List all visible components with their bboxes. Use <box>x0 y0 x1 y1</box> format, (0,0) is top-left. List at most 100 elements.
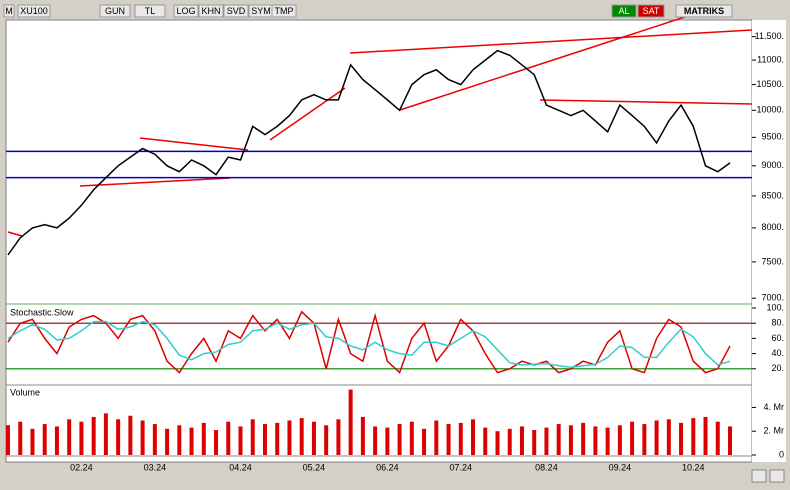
y-tick-label: 20. <box>771 363 784 373</box>
toolbar-label: MATRIKS <box>684 6 724 16</box>
y-tick-label: 100. <box>766 302 784 312</box>
volume-bar <box>630 421 635 455</box>
y-tick-label: 40. <box>771 348 784 358</box>
volume-bar <box>568 425 573 455</box>
toolbar-button[interactable] <box>198 4 224 18</box>
scroll-button[interactable] <box>751 469 767 483</box>
volume-bar <box>311 421 316 455</box>
panel-title: Stochastic.Slow <box>10 307 74 317</box>
y-tick-label: 10000. <box>756 105 784 115</box>
toolbar-label: SAT <box>643 6 660 16</box>
x-tick-label: 07.24 <box>450 462 473 472</box>
volume-bar <box>373 426 378 455</box>
price-line <box>7 320 731 369</box>
trendline <box>399 11 701 111</box>
toolbar-label: GUN <box>105 6 125 16</box>
toolbar-label: SVD <box>227 6 246 16</box>
volume-bar <box>519 426 524 455</box>
x-tick-label: 04.24 <box>229 462 252 472</box>
volume-bar <box>556 424 561 455</box>
volume-bar <box>42 424 47 455</box>
volume-bar <box>679 422 684 455</box>
volume-bar <box>691 418 696 455</box>
toolbar-button[interactable] <box>637 4 665 18</box>
trendlines <box>7 11 753 237</box>
volume-bar <box>605 427 610 455</box>
y-tick-label: 80. <box>771 318 784 328</box>
x-tick-label: 06.24 <box>376 462 399 472</box>
volume-bar <box>532 430 537 455</box>
trendline <box>79 177 231 187</box>
volume-bar <box>250 419 255 455</box>
x-tick-label: 09.24 <box>609 462 632 472</box>
volume-bar <box>654 420 659 455</box>
axis-area <box>752 20 786 462</box>
toolbar-button[interactable] <box>223 4 249 18</box>
volume-bar <box>642 424 647 455</box>
volume-bar <box>385 427 390 455</box>
y-tick-label: 8500. <box>761 190 784 200</box>
toolbar-button[interactable] <box>134 4 166 18</box>
volume-bar <box>299 418 304 455</box>
toolbar-button[interactable] <box>173 4 199 18</box>
trendline <box>139 137 249 151</box>
toolbar: M XU100 GUN TL LOG KHN SVD SYM TMP AL SAT MATRIKS <box>3 4 733 18</box>
x-tick-label: 10.24 <box>682 462 705 472</box>
trendline <box>539 99 753 105</box>
y-tick-label: 60. <box>771 333 784 343</box>
volume-bar <box>140 420 145 455</box>
volume-bar <box>666 419 671 455</box>
toolbar-button[interactable] <box>675 4 733 18</box>
volume-bar <box>422 428 427 455</box>
volume-bar <box>581 422 586 455</box>
volume-bar <box>336 419 341 455</box>
volume-bar <box>715 421 720 455</box>
toolbar-label: XU100 <box>20 6 48 16</box>
y-tick-label: 11000. <box>757 54 784 64</box>
x-tick-label: 02.24 <box>70 462 93 472</box>
volume-bar <box>177 425 182 455</box>
toolbar-label: TMP <box>275 6 294 16</box>
volume-bar <box>165 428 170 455</box>
volume-bar <box>275 422 280 455</box>
toolbar-button[interactable] <box>99 4 131 18</box>
y-tick-label: 0 <box>779 449 784 459</box>
volume-bar <box>507 428 512 455</box>
trendline <box>349 29 753 54</box>
plot-area <box>5 19 753 463</box>
trendline <box>269 87 346 141</box>
toolbar-label: LOG <box>176 6 195 16</box>
y-tick-label: 8000. <box>761 222 784 232</box>
volume-bar <box>446 424 451 455</box>
volume-bar <box>287 420 292 455</box>
volume-bar <box>360 416 365 455</box>
x-tick-label: 05.24 <box>303 462 326 472</box>
volume-bar <box>54 426 59 455</box>
scroll-button[interactable] <box>769 469 785 483</box>
volume-bar <box>728 426 732 455</box>
volume-bar <box>703 416 708 455</box>
volume-bar <box>30 428 35 455</box>
price-line <box>7 310 731 374</box>
volume-bar <box>458 422 463 455</box>
volume-bar <box>483 427 488 455</box>
volume-bar <box>324 425 329 455</box>
panel-title: Volume <box>10 387 40 397</box>
toolbar-button[interactable] <box>271 4 297 18</box>
volume-bar <box>201 422 206 455</box>
volume-bar <box>128 415 133 455</box>
y-tick-label: 10500. <box>756 79 784 89</box>
toolbar-label: TL <box>145 6 156 16</box>
volume-bar <box>67 419 72 455</box>
x-tick-label: 08.24 <box>535 462 558 472</box>
price-line <box>7 49 731 256</box>
toolbar-button[interactable] <box>3 4 15 18</box>
volume-bar <box>91 416 96 455</box>
y-tick-label: 11.500. <box>755 31 784 41</box>
toolbar-label: AL <box>618 6 629 16</box>
volume-bar <box>103 413 108 455</box>
toolbar-label: KHN <box>201 6 220 16</box>
toolbar-button[interactable] <box>611 4 637 18</box>
toolbar-button[interactable] <box>17 4 51 18</box>
